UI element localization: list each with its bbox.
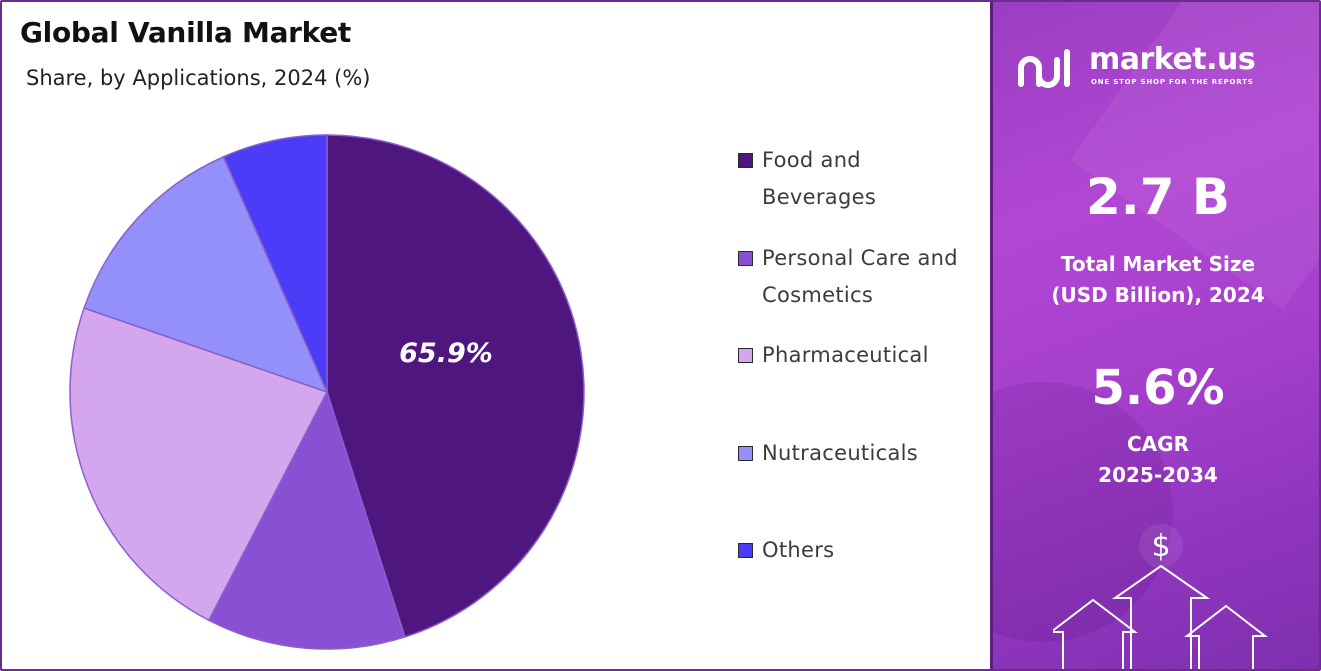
market-size-label: Total Market Size [1060, 252, 1256, 276]
market-size-value: 2.7 B [1085, 168, 1231, 226]
legend-item-food-and-beverages: Food and Beverages [738, 142, 972, 216]
pie-slice-nutraceuticals [83, 155, 329, 394]
pie-slice-personal-care-and-cosmetics [207, 390, 406, 650]
legend: Food and Beverages Personal Care and Cos… [738, 142, 983, 572]
legend-label: Pharmaceutical [762, 343, 929, 367]
cagr-label: CAGR [1127, 432, 1189, 456]
pie-slice-food-and-beverages [326, 134, 585, 638]
legend-item-personal-care: Personal Care and Cosmetics [738, 240, 972, 314]
legend-label: Nutraceuticals [762, 441, 918, 465]
brand-name: market.us [1089, 42, 1256, 77]
market-us-logo-icon [1018, 49, 1070, 88]
legend-swatch [738, 251, 753, 266]
pie-chart: 65.9% [69, 134, 585, 650]
summary-panel: market.us ONE STOP SHOP FOR THE REPORTS … [990, 2, 1319, 669]
dollar-sign-icon: $ [1151, 529, 1170, 564]
legend-label: Food and Beverages [762, 148, 877, 209]
legend-item-pharmaceutical: Pharmaceutical [738, 337, 972, 374]
legend-swatch [738, 543, 753, 558]
cagr-period-label: 2025-2034 [1098, 463, 1218, 487]
legend-label: Personal Care and Cosmetics [762, 246, 958, 307]
brand-logo: market.us ONE STOP SHOP FOR THE REPORTS [1017, 42, 1307, 102]
growth-arrows-icon: $ [1053, 524, 1268, 669]
brand-tagline: ONE STOP SHOP FOR THE REPORTS [1091, 78, 1254, 86]
legend-item-nutraceuticals: Nutraceuticals [738, 435, 972, 472]
pie-data-label: 65.9% [399, 338, 493, 369]
legend-swatch [738, 348, 753, 363]
legend-label: Others [762, 538, 835, 562]
market-size-unit-label: (USD Billion), 2024 [1051, 283, 1265, 307]
cagr-value: 5.6% [1091, 360, 1225, 416]
chart-subtitle: Share, by Applications, 2024 (%) [26, 66, 371, 90]
legend-item-others: Others [738, 532, 972, 569]
legend-swatch [738, 153, 753, 168]
legend-swatch [738, 446, 753, 461]
pie-slice-others [222, 134, 328, 393]
pie-slice-pharmaceutical [69, 307, 329, 622]
chart-title: Global Vanilla Market [20, 16, 352, 49]
